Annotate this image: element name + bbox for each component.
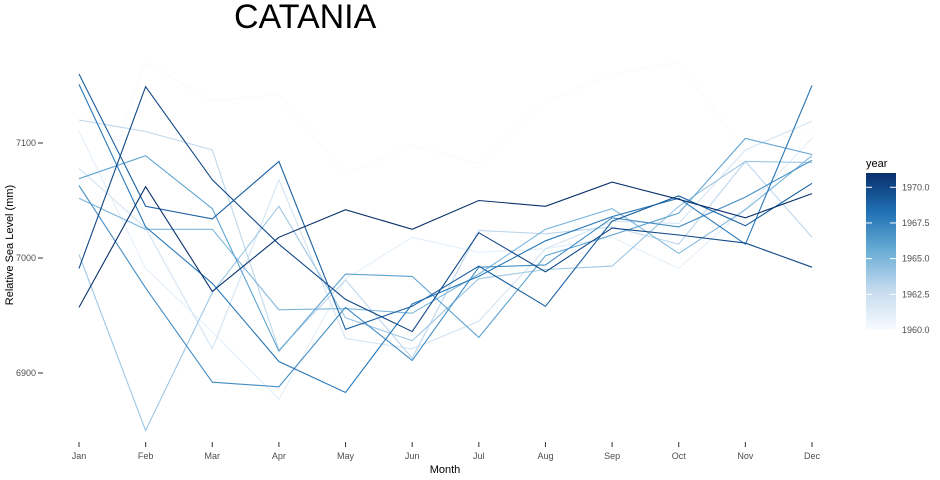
- series-lines: [78, 61, 813, 432]
- y-axis: 6900 7000 7100: [16, 138, 43, 378]
- series-line-1963: [78, 119, 813, 360]
- legend-tick-label: 1962.5: [902, 289, 930, 299]
- y-tick-label: 7100: [16, 138, 36, 148]
- series-line-1962: [78, 120, 813, 351]
- x-tick-label: Apr: [272, 451, 286, 461]
- x-axis: Jan Feb Mar Apr May Jun Jul Aug Sep Oct Nov Dec: [72, 442, 821, 461]
- x-axis-title: Month: [430, 464, 461, 476]
- series-line-1965: [78, 155, 813, 314]
- x-tick-label: Nov: [737, 451, 754, 461]
- series-line-1967: [78, 159, 813, 388]
- series-line-1970: [78, 85, 813, 333]
- series-line-1964: [78, 160, 813, 432]
- x-tick-label: Mar: [205, 451, 221, 461]
- x-tick-label: Jan: [72, 451, 87, 461]
- legend-tick-label: 1967.5: [902, 218, 930, 228]
- series-line-1960: [78, 61, 813, 258]
- legend-colorbar: [866, 173, 896, 330]
- x-tick-label: Aug: [537, 451, 553, 461]
- series-line-1961: [78, 131, 813, 401]
- legend-tick-label: 1970.0: [902, 182, 930, 192]
- y-axis-title: Relative Sea Level (mm): [4, 185, 16, 305]
- legend: year 1960.0 1962.5 1965.0 1967.5 1970.0: [866, 158, 930, 335]
- x-tick-label: Dec: [804, 451, 821, 461]
- y-tick-label: 7000: [16, 253, 36, 263]
- y-tick-label: 6900: [16, 368, 36, 378]
- x-tick-label: Jun: [405, 451, 420, 461]
- x-tick-label: Sep: [604, 451, 620, 461]
- legend-tick-label: 1965.0: [902, 254, 930, 264]
- x-tick-label: Jul: [473, 451, 485, 461]
- x-tick-label: Oct: [672, 451, 687, 461]
- legend-title: year: [866, 158, 888, 170]
- series-line-1969: [78, 73, 813, 330]
- x-tick-label: May: [337, 451, 355, 461]
- x-tick-label: Feb: [138, 451, 154, 461]
- chart-title: CATANIA: [234, 0, 377, 36]
- series-line-1971: [78, 181, 813, 308]
- legend-tick-label: 1960.0: [902, 325, 930, 335]
